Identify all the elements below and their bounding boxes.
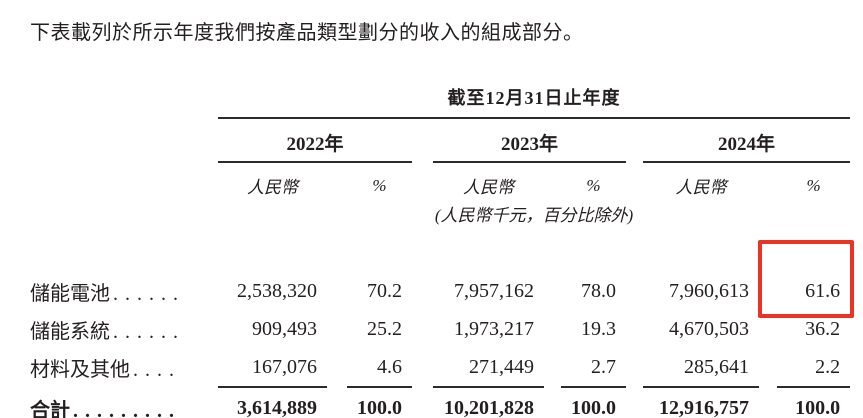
cell-2022-rmb: 909,493 bbox=[252, 317, 317, 340]
col-header-currency-2022: 人民幣 bbox=[247, 178, 298, 197]
cell-2022-pct: 100.0 bbox=[357, 396, 402, 418]
year-header-2023: 2023年 bbox=[433, 118, 626, 163]
row-label: 合計 bbox=[30, 400, 70, 418]
table-row-materials: 材料及其他.... 167,076 4.6 271,449 2.7 285,64… bbox=[30, 348, 851, 388]
row-label: 儲能電池 bbox=[30, 282, 110, 305]
col-header-percent-2023: % bbox=[586, 175, 601, 195]
cell-2022-rmb: 2,538,320 bbox=[237, 279, 317, 302]
cell-2022-pct: 25.2 bbox=[367, 317, 402, 340]
cell-2023-pct: 78.0 bbox=[581, 279, 616, 302]
year-header-2022: 2022年 bbox=[218, 118, 412, 163]
table-row-total: 合計......... 3,614,889 100.0 10,201,828 1… bbox=[30, 387, 850, 418]
col-header-percent-2024: % bbox=[806, 175, 821, 195]
cell-2022-rmb: 167,076 bbox=[218, 348, 327, 388]
dot-leader: ...... bbox=[113, 282, 185, 305]
cell-2024-rmb: 7,960,613 bbox=[669, 279, 749, 302]
cell-2024-pct: 2.2 bbox=[777, 348, 851, 388]
dot-leader: ...... bbox=[113, 320, 185, 343]
intro-text: 下表載列於所示年度我們按產品類型劃分的收入的組成部分。 bbox=[30, 22, 584, 44]
period-header: 截至12月31日止年度 bbox=[218, 84, 851, 119]
row-label: 材料及其他 bbox=[30, 359, 130, 381]
cell-2024-pct: 36.2 bbox=[805, 317, 841, 340]
cell-2024-pct: 100.0 bbox=[795, 396, 841, 418]
row-label: 儲能系統 bbox=[30, 320, 110, 343]
table-row-system: 儲能系統...... 909,493 25.2 1,973,217 19.3 4… bbox=[30, 310, 850, 348]
col-header-currency-2023: 人民幣 bbox=[463, 178, 514, 197]
cell-2024-pct: 61.6 bbox=[805, 279, 841, 302]
period-header-row: 截至12月31日止年度 bbox=[30, 84, 851, 119]
unit-note-row: (人民幣千元，百分比除外) bbox=[30, 198, 850, 226]
col-header-percent-2022: % bbox=[372, 175, 387, 195]
revenue-table: 截至12月31日止年度 2022年 2023年 2024年 人民幣 % 人民幣 … bbox=[30, 84, 851, 418]
cell-2023-pct: 2.7 bbox=[561, 348, 626, 388]
unit-note: (人民幣千元，百分比除外) bbox=[434, 206, 634, 225]
cell-2022-pct: 70.2 bbox=[367, 279, 402, 302]
cell-2022-rmb: 3,614,889 bbox=[237, 396, 317, 418]
column-header-row: 人民幣 % 人民幣 % 人民幣 % bbox=[30, 162, 850, 198]
cell-2023-rmb: 10,201,828 bbox=[444, 396, 534, 418]
cell-2022-pct: 4.6 bbox=[347, 348, 412, 388]
cell-2024-rmb: 4,670,503 bbox=[669, 317, 749, 340]
cell-2023-rmb: 1,973,217 bbox=[454, 317, 534, 340]
cell-2023-rmb: 271,449 bbox=[433, 348, 544, 388]
cell-2024-rmb: 285,641 bbox=[643, 348, 759, 388]
year-header-row: 2022年 2023年 2024年 bbox=[30, 118, 851, 163]
cell-2024-rmb: 12,916,757 bbox=[659, 396, 749, 418]
col-header-currency-2024: 人民幣 bbox=[675, 178, 727, 197]
dot-leader: ......... bbox=[73, 400, 181, 418]
table-row-battery: 儲能電池...... 2,538,320 70.2 7,957,162 78.0… bbox=[30, 272, 850, 310]
dot-leader: .... bbox=[133, 359, 181, 381]
cell-2023-pct: 100.0 bbox=[571, 396, 616, 418]
cell-2023-rmb: 7,957,162 bbox=[454, 279, 534, 302]
year-header-2024: 2024年 bbox=[643, 118, 851, 163]
cell-2023-pct: 19.3 bbox=[581, 317, 616, 340]
